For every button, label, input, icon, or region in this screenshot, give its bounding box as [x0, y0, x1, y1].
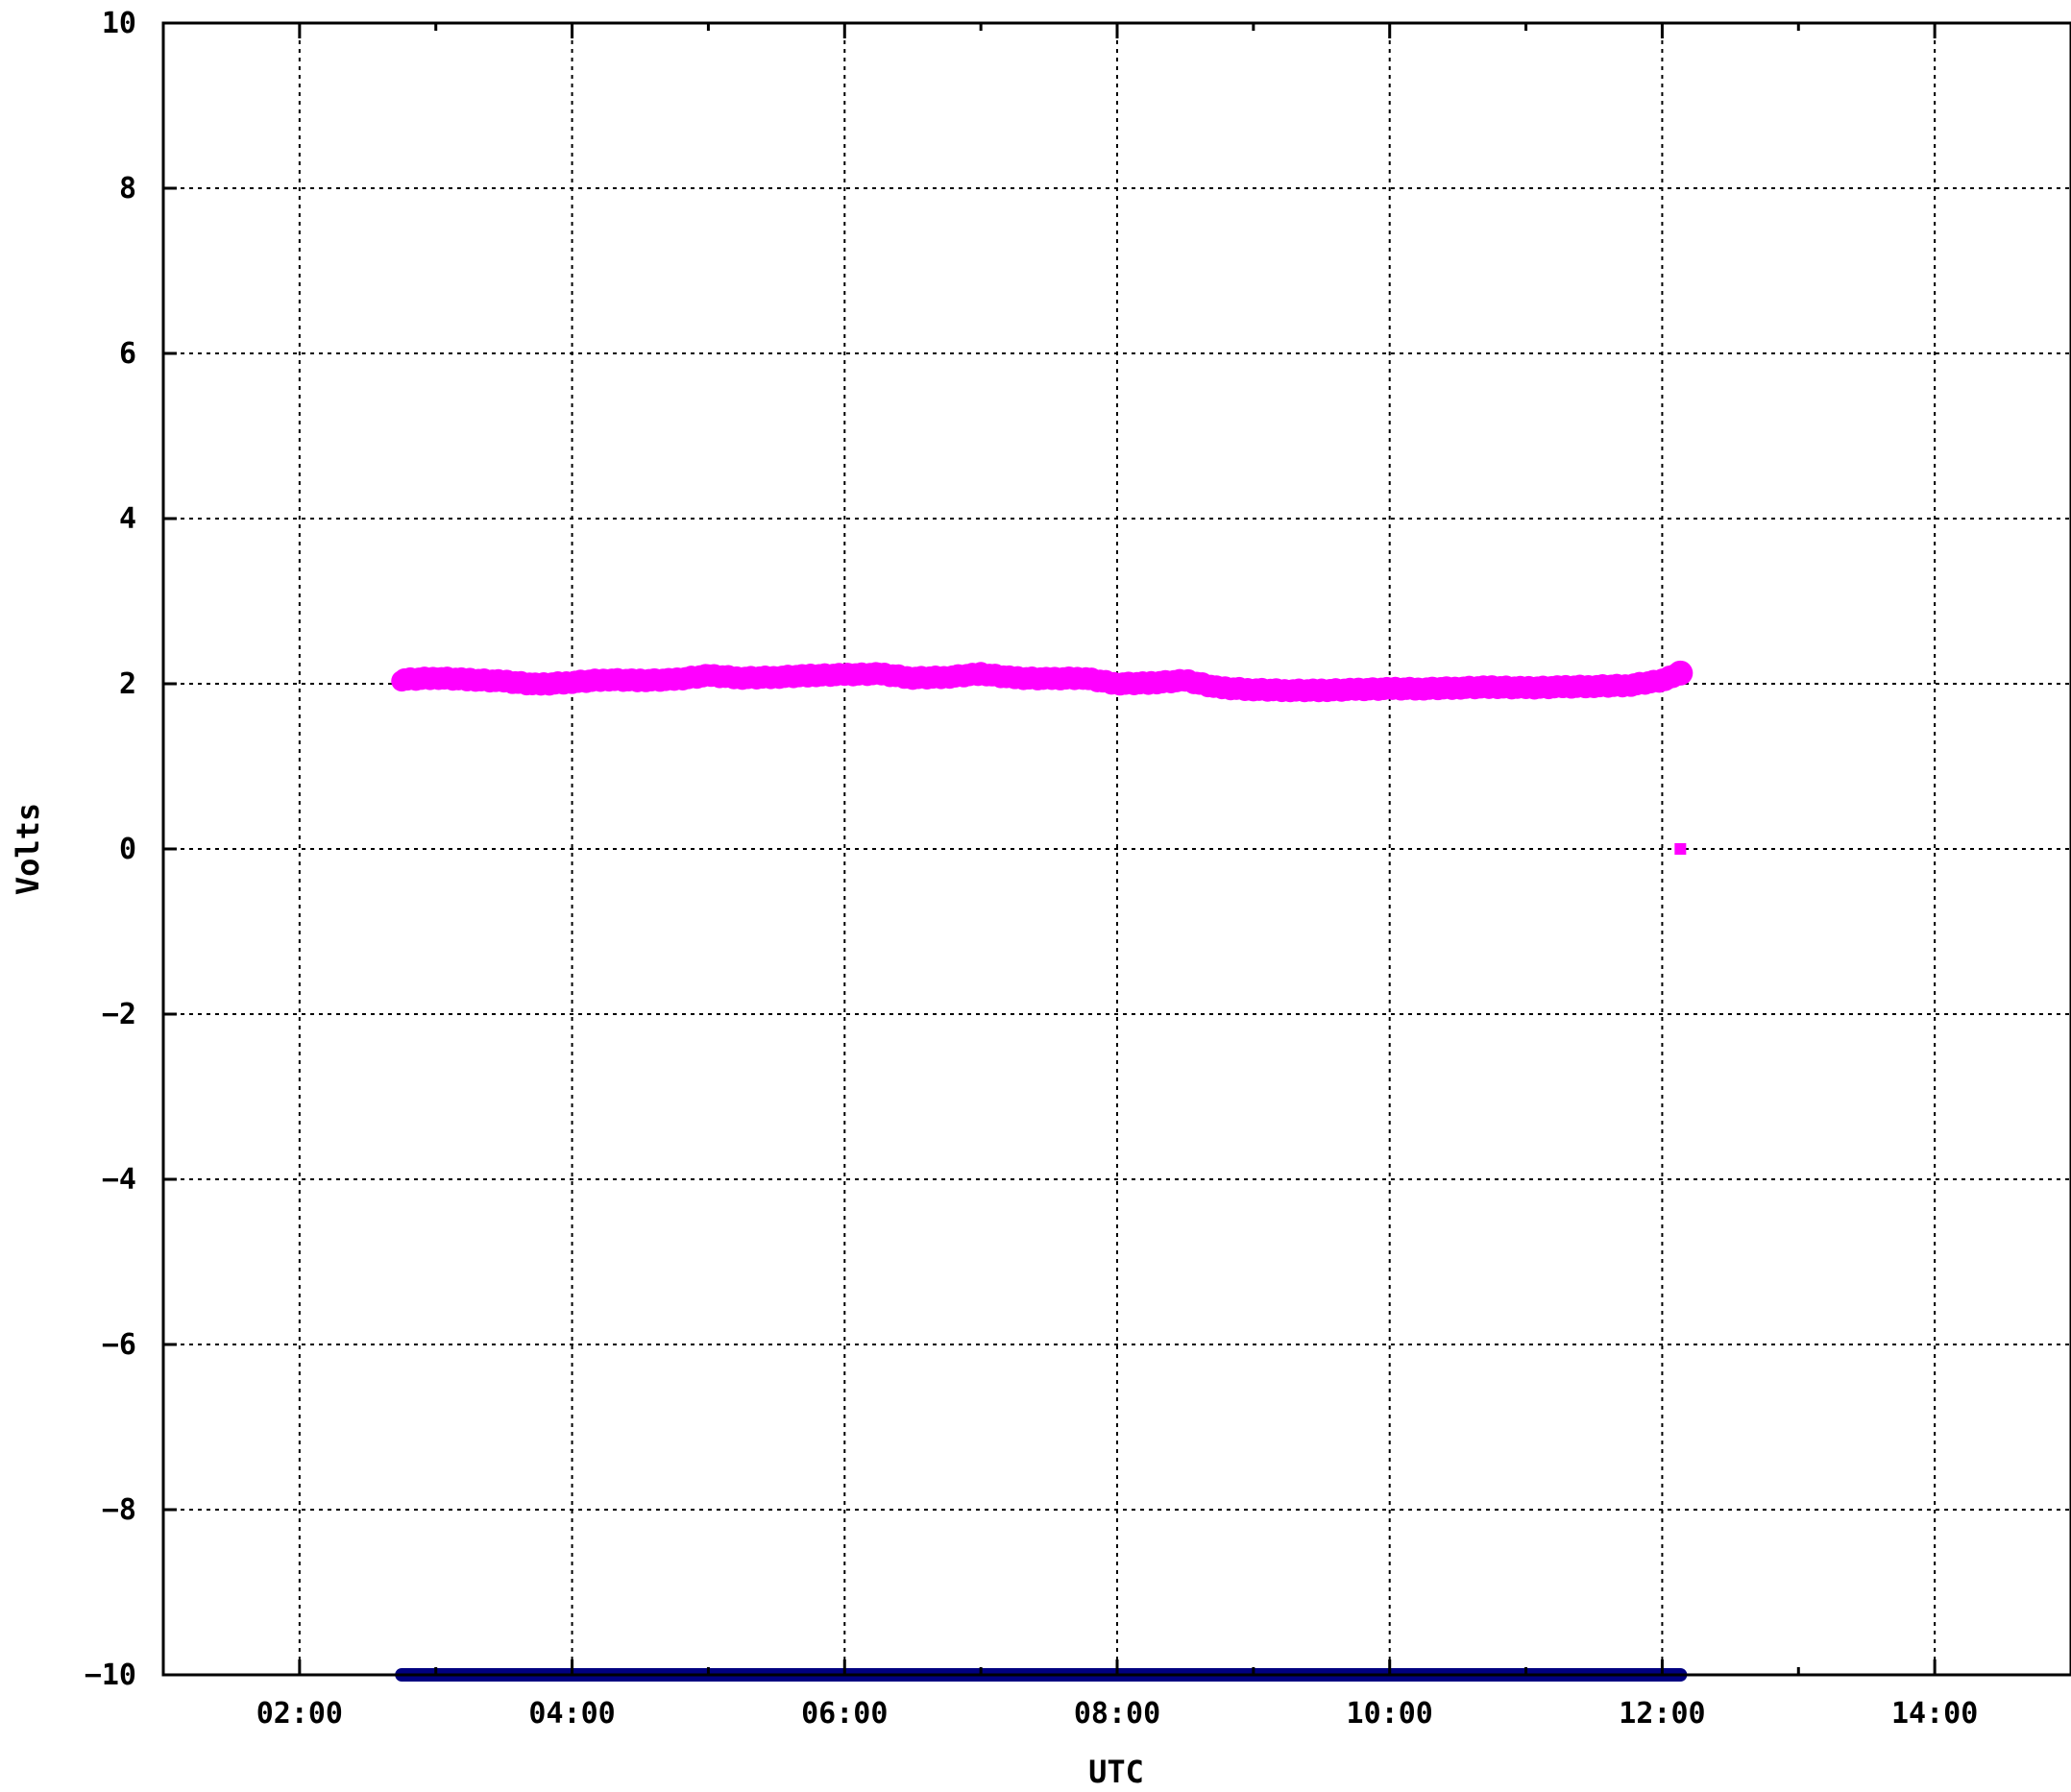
y-tick-label: −4	[102, 1163, 136, 1197]
y-tick-label: −6	[102, 1328, 136, 1362]
y-tick-label: 6	[119, 337, 136, 371]
y-tick-labels: 10 8 6 4 2 0 −10 −2 −4 −6 −8	[85, 7, 136, 1692]
tick-marks	[161, 21, 2071, 1677]
x-tick-labels: 02:00 04:00 06:00 08:00 10:00 12:00 14:00	[256, 1697, 1979, 1731]
y-tick-label: 2	[119, 667, 136, 701]
x-tick-label: 12:00	[1619, 1697, 1705, 1731]
y-tick-label: 8	[119, 172, 136, 206]
x-tick-label: 14:00	[1891, 1697, 1978, 1731]
y-tick-label: 10	[102, 7, 136, 40]
y-tick-label: −2	[102, 998, 136, 1031]
y-tick-label: −10	[85, 1659, 136, 1692]
grid-lines	[163, 23, 2071, 1675]
data-point	[1668, 660, 1693, 686]
x-axis-label: UTC	[1088, 1754, 1144, 1790]
series-magenta	[391, 660, 1693, 855]
y-tick-label: 0	[119, 833, 136, 866]
series-layer	[391, 660, 1693, 1682]
y-axis-label: Volts	[10, 803, 46, 895]
x-tick-label: 02:00	[256, 1697, 343, 1731]
x-tick-label: 08:00	[1074, 1697, 1160, 1731]
y-tick-label: 4	[119, 502, 136, 536]
x-tick-label: 10:00	[1347, 1697, 1433, 1731]
x-tick-label: 06:00	[801, 1697, 888, 1731]
y-tick-label: −8	[102, 1493, 136, 1527]
outlier-point	[1674, 843, 1687, 855]
x-tick-label: 04:00	[528, 1697, 615, 1731]
